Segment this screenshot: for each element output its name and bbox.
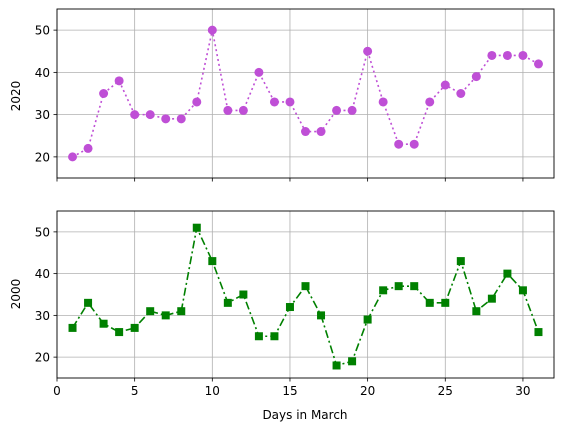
data-point: [394, 139, 404, 149]
x-axis-label: Days in March: [262, 408, 347, 422]
axes-frame: [56, 210, 555, 379]
data-point: [84, 298, 93, 307]
data-point: [518, 286, 527, 295]
data-point: [68, 323, 77, 332]
data-point: [471, 72, 481, 82]
data-point: [192, 223, 201, 232]
axes-frame: [56, 8, 555, 179]
data-point: [130, 110, 140, 120]
x-tick-label: 0: [53, 384, 61, 398]
data-point: [176, 114, 186, 124]
data-point: [534, 328, 543, 337]
data-point: [425, 97, 435, 107]
data-point: [254, 332, 263, 341]
data-point: [487, 50, 497, 60]
data-point: [348, 357, 357, 366]
data-point: [440, 80, 450, 90]
y-tick-label: 50: [35, 24, 50, 38]
data-point: [238, 105, 248, 115]
data-point: [192, 97, 202, 107]
data-point: [379, 286, 388, 295]
grid: [53, 9, 554, 182]
data-point: [145, 110, 155, 120]
data-point: [239, 290, 248, 299]
x-tick-label: 25: [438, 384, 453, 398]
series-line: [72, 29, 539, 158]
top-y-axis-label: 2020: [9, 81, 23, 112]
data-point: [503, 269, 512, 278]
data-point: [502, 50, 512, 60]
data-point: [394, 282, 403, 291]
data-point: [317, 311, 326, 320]
data-point: [285, 97, 295, 107]
data-point: [425, 298, 434, 307]
data-point: [161, 114, 171, 124]
x-tick-label: 5: [131, 384, 139, 398]
data-point: [378, 97, 388, 107]
data-point: [487, 294, 496, 303]
data-point: [114, 76, 124, 86]
y-tick-label: 20: [35, 351, 50, 365]
data-point: [207, 25, 217, 35]
data-point: [410, 282, 419, 291]
x-tick-label: 15: [282, 384, 297, 398]
data-point: [99, 89, 109, 98]
data-point: [518, 50, 528, 60]
data-point: [472, 307, 481, 316]
data-point: [223, 298, 232, 307]
top-subplot-2020: 2020 20 30 40 50: [9, 8, 555, 182]
series-line: [71, 225, 540, 367]
data-point: [347, 105, 357, 115]
data-point: [285, 303, 294, 312]
data-point: [208, 257, 217, 266]
x-tick-label: 20: [360, 384, 375, 398]
x-tick-label: 30: [515, 384, 530, 398]
data-point: [99, 319, 108, 328]
data-point: [456, 257, 465, 266]
data-point: [161, 311, 170, 320]
data-point: [332, 105, 342, 115]
data-point: [223, 105, 233, 115]
data-point: [115, 328, 124, 337]
y-tick-label: 50: [35, 225, 50, 239]
data-point: [270, 332, 279, 341]
y-tick-label: 30: [35, 309, 50, 323]
y-tick-label: 20: [35, 150, 50, 164]
data-point: [533, 59, 543, 69]
y-tick-label: 30: [35, 108, 50, 122]
data-point: [456, 89, 466, 98]
grid: [53, 211, 554, 382]
data-point: [68, 152, 78, 162]
data-point: [177, 307, 186, 316]
data-point: [332, 361, 341, 370]
y-tick-label: 40: [35, 66, 50, 80]
data-point: [254, 67, 264, 77]
x-tick-label: 10: [205, 384, 220, 398]
data-point: [301, 127, 310, 137]
data-point: [441, 298, 450, 307]
data-point: [301, 282, 310, 291]
data-point: [269, 97, 279, 107]
y-tick-label: 40: [35, 267, 50, 281]
data-point: [83, 143, 93, 153]
bottom-y-axis-label: 2000: [9, 279, 23, 310]
data-point: [146, 307, 155, 316]
data-point: [316, 127, 326, 137]
data-point: [409, 139, 419, 149]
data-point: [130, 323, 139, 332]
bottom-subplot-2000: 2000 Days in March 0 5 10 15 20 25 30 20 30 40 50: [9, 210, 555, 422]
data-point: [363, 46, 373, 56]
data-point: [363, 315, 372, 324]
